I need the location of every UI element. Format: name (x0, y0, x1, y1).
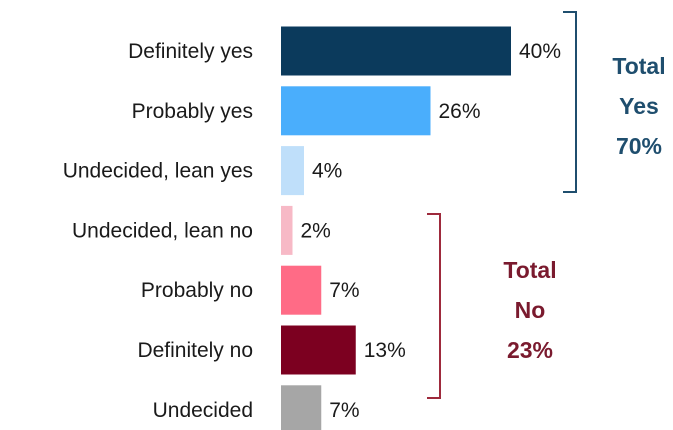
bar-undecided-lean-no (281, 205, 293, 255)
total-yes-text-line-3: 70% (616, 133, 662, 159)
total-yes-text-line-1: Total (612, 53, 665, 79)
value-label-probably-yes: 26% (439, 100, 481, 123)
category-label-definitely-yes: Definitely yes (128, 40, 253, 63)
annotations-group: Total Yes 70% Total No 23% (427, 11, 666, 399)
category-label-definitely-no: Definitely no (137, 339, 253, 362)
bar-probably-no (281, 265, 322, 315)
total-no-text-line-3: 23% (507, 337, 553, 363)
value-label-undecided-lean-no: 2% (301, 219, 331, 242)
category-label-probably-no: Probably no (141, 279, 253, 302)
bar-definitely-yes (281, 26, 511, 76)
value-label-undecided: 7% (329, 399, 359, 422)
value-label-definitely-no: 13% (364, 339, 406, 362)
value-label-undecided-lean-yes: 4% (312, 160, 342, 183)
total-yes-text-line-2: Yes (619, 93, 659, 119)
total-yes-bracket (563, 11, 577, 193)
category-label-undecided: Undecided (153, 399, 253, 422)
category-label-probably-yes: Probably yes (132, 100, 253, 123)
value-label-probably-no: 7% (329, 279, 359, 302)
total-no-bracket (427, 213, 441, 399)
bar-probably-yes (281, 86, 431, 136)
value-label-definitely-yes: 40% (519, 40, 561, 63)
category-label-undecided-lean-yes: Undecided, lean yes (63, 160, 253, 183)
labels-group: Definitely yes 40% Probably yes 26% Undecide… (63, 40, 561, 422)
category-label-undecided-lean-no: Undecided, lean no (72, 219, 253, 242)
bar-definitely-no (281, 325, 356, 375)
bar-undecided (281, 385, 322, 430)
total-no-text-line-2: No (515, 297, 546, 323)
total-no-text-line-1: Total (503, 257, 556, 283)
bar-undecided-lean-yes (281, 146, 304, 196)
bars-group (281, 26, 511, 430)
